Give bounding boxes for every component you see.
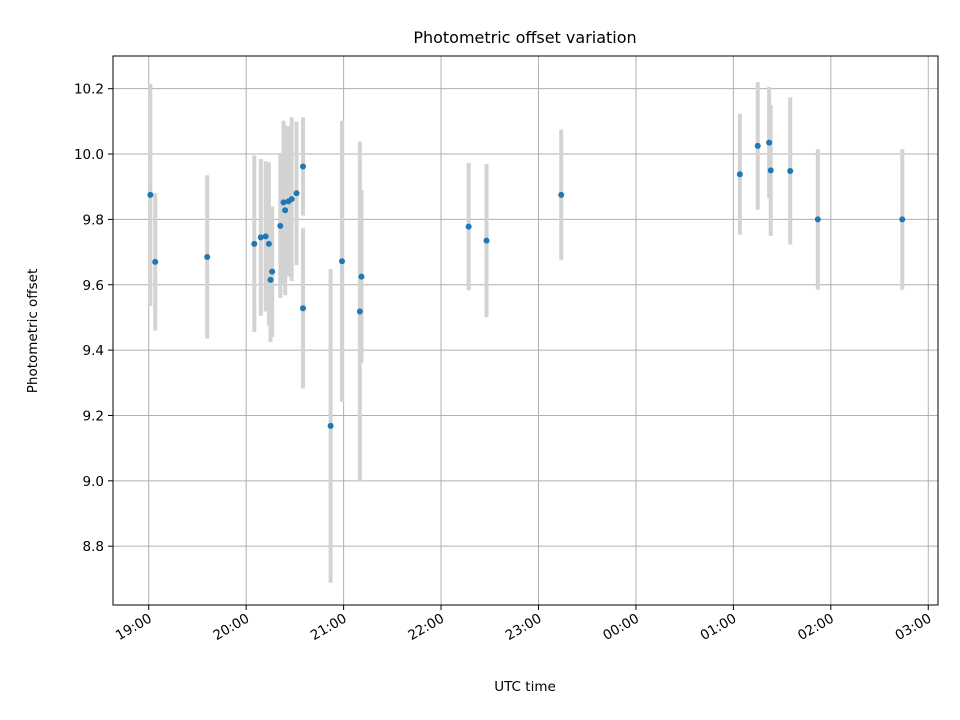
data-point xyxy=(257,234,264,241)
y-tick-label: 10.0 xyxy=(74,147,104,163)
data-point xyxy=(356,308,363,315)
y-tick-label: 8.8 xyxy=(83,539,104,555)
y-tick-label: 9.6 xyxy=(83,278,104,294)
data-point xyxy=(754,142,761,149)
data-point xyxy=(465,223,472,230)
data-point xyxy=(277,222,284,229)
data-point xyxy=(262,233,269,240)
y-tick-label: 10.2 xyxy=(74,82,104,98)
data-point xyxy=(282,207,289,214)
data-point xyxy=(899,216,906,223)
data-point xyxy=(152,258,159,265)
data-point xyxy=(558,191,565,198)
y-tick-label: 9.8 xyxy=(83,212,104,228)
data-point xyxy=(766,139,773,146)
data-point xyxy=(251,240,258,247)
plot-frame xyxy=(112,55,939,606)
data-point xyxy=(814,216,821,223)
y-axis-label: Photometric offset xyxy=(25,269,41,393)
data-point xyxy=(767,167,774,174)
data-point xyxy=(147,191,154,198)
data-point xyxy=(293,190,300,197)
data-point xyxy=(736,171,743,178)
data-point xyxy=(358,273,365,280)
y-tick-label: 9.4 xyxy=(83,343,104,359)
data-points xyxy=(147,139,906,429)
data-point xyxy=(300,163,307,170)
y-axis-ticks: 8.8 9.0 9.2 9.4 9.6 9.8 10.0 10.2 xyxy=(74,82,113,555)
data-point xyxy=(300,305,307,312)
y-tick-label: 9.0 xyxy=(83,474,104,490)
data-point xyxy=(280,199,287,206)
y-tick-label: 9.2 xyxy=(83,408,104,424)
data-point xyxy=(269,268,276,275)
data-point xyxy=(787,168,794,175)
data-point xyxy=(327,422,334,429)
data-point xyxy=(265,240,272,247)
data-point xyxy=(288,196,295,203)
chart-title: Photometric offset variation xyxy=(413,28,636,47)
data-point xyxy=(483,237,490,244)
data-point xyxy=(267,276,274,283)
data-point xyxy=(338,258,345,265)
data-point xyxy=(204,253,211,260)
x-axis-label: UTC time xyxy=(494,679,556,695)
